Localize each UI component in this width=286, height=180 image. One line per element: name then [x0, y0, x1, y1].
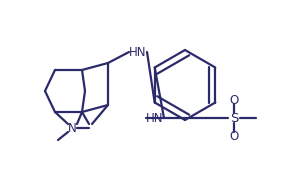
Text: O: O	[229, 93, 239, 107]
Text: O: O	[229, 129, 239, 143]
Text: S: S	[230, 111, 238, 125]
Text: HN: HN	[129, 46, 147, 58]
Text: HN: HN	[146, 111, 164, 125]
Text: N: N	[67, 122, 76, 134]
